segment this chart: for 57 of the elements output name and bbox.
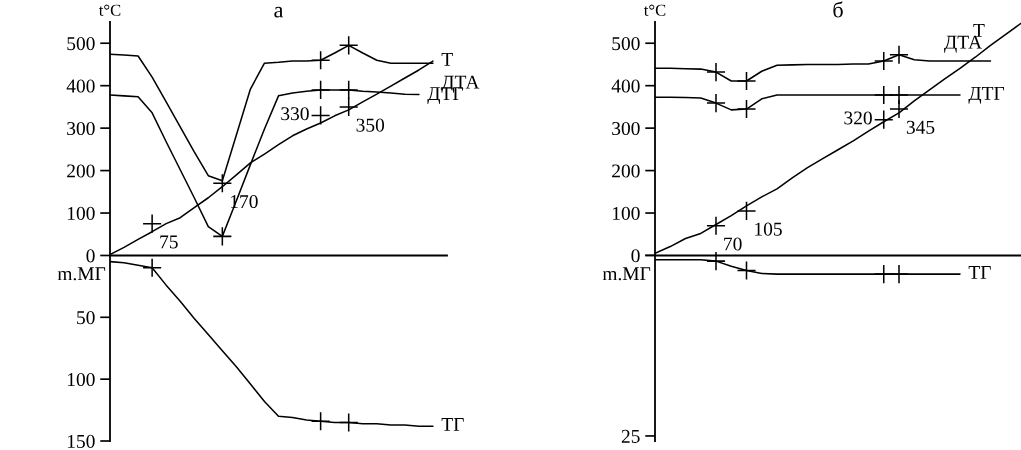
data-label: 75	[160, 235, 178, 249]
point	[338, 80, 359, 100]
text: m.МГ	[57, 267, 106, 281]
point	[142, 213, 162, 234]
point	[338, 412, 359, 433]
point	[142, 257, 162, 278]
data-label: 350	[356, 118, 385, 132]
y-tick-label: 500	[612, 37, 640, 51]
point	[310, 411, 331, 432]
text: t°C	[643, 4, 666, 16]
point	[310, 50, 331, 71]
series-label: ДТА	[944, 35, 983, 53]
y-tick-label: 0	[86, 249, 95, 263]
y-tick-label: 300	[67, 121, 95, 136]
point	[706, 215, 726, 236]
y-tick-label: 100	[67, 206, 95, 220]
data-label: 345	[906, 120, 935, 134]
chart-title: б	[833, 1, 843, 18]
series-label: Т	[973, 24, 985, 37]
y-tick-label: 300	[612, 121, 640, 136]
series-label: ТГ	[968, 266, 991, 279]
point	[889, 85, 909, 105]
point	[736, 99, 757, 119]
point	[310, 80, 331, 100]
y2-tick-label: 50	[77, 311, 95, 325]
series-label: Т	[441, 53, 453, 66]
y2-tick-label: 150	[67, 434, 95, 448]
point	[706, 62, 726, 82]
y2-tick-label: 25	[621, 429, 640, 443]
text: m.МГ	[602, 267, 651, 281]
y-tick-label: 100	[612, 206, 640, 220]
point	[338, 35, 359, 56]
point	[212, 173, 233, 194]
data-label: 70	[724, 237, 742, 251]
data-label: 105	[755, 222, 782, 236]
point	[706, 93, 726, 113]
point	[338, 97, 359, 117]
series-label: ДТГ	[968, 86, 1005, 104]
point	[310, 105, 331, 126]
y-tick-label: 500	[67, 37, 95, 51]
y-tick-label: 400	[66, 79, 95, 93]
point	[873, 109, 894, 130]
point	[212, 226, 233, 247]
point	[706, 251, 726, 271]
point	[873, 51, 894, 71]
y-tick-label: 400	[611, 79, 640, 93]
point	[736, 71, 757, 91]
y-tick-label: 200	[67, 164, 95, 178]
text: t°C	[98, 4, 121, 16]
point	[736, 260, 757, 281]
data-label: 330	[281, 107, 309, 121]
chart-title: а	[274, 6, 284, 18]
series-label: ТГ	[441, 418, 464, 431]
data-label: 320	[844, 111, 872, 125]
y-tick-label: 200	[612, 164, 640, 178]
point	[736, 201, 757, 221]
point	[889, 44, 909, 65]
